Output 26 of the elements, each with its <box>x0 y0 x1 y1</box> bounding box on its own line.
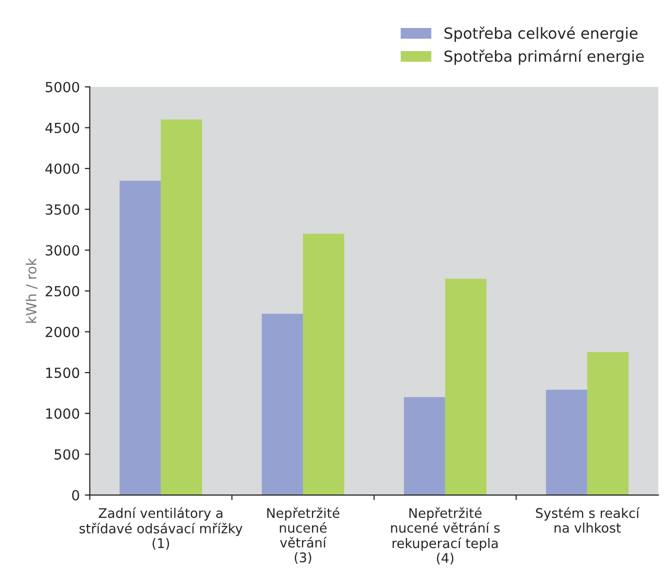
bar <box>120 180 161 496</box>
y-axis-title: kWh / rok <box>26 258 38 323</box>
bar <box>160 120 202 496</box>
y-tick-label: 4000 <box>45 163 80 174</box>
y-tick-label: 500 <box>54 449 80 460</box>
x-tick-label: Nepřetržité nucené větrání (3) <box>267 507 340 564</box>
bar <box>302 234 344 496</box>
x-tick-label: Zadní ventilátory a střídavé odsávací mřížky (1) <box>80 507 242 550</box>
y-tick-label: 2500 <box>46 286 80 296</box>
bar <box>546 390 588 496</box>
bar <box>587 352 628 496</box>
y-tick-label: 5000 <box>46 82 80 92</box>
x-tick-label: Nepřetržité nucené větrání s rekuperací tepla (4) <box>391 507 500 565</box>
y-tick-label: 2000 <box>46 326 80 338</box>
y-tick-label: 3000 <box>46 245 80 256</box>
y-tick-label: 1500 <box>46 368 80 378</box>
legend-label: Spotřeba primární energie <box>444 50 644 65</box>
y-tick-label: 0 <box>72 490 80 501</box>
legend-label: Spotřeba celkové energie <box>444 26 638 42</box>
y-tick-label: 4500 <box>45 122 80 134</box>
bar <box>262 314 303 496</box>
y-tick-label: 3500 <box>46 204 80 215</box>
bar <box>445 278 486 496</box>
y-tick-label: 1000 <box>46 408 80 419</box>
bar <box>404 397 446 496</box>
x-tick-label: Systém s reakcí na vlhkost <box>536 507 640 533</box>
